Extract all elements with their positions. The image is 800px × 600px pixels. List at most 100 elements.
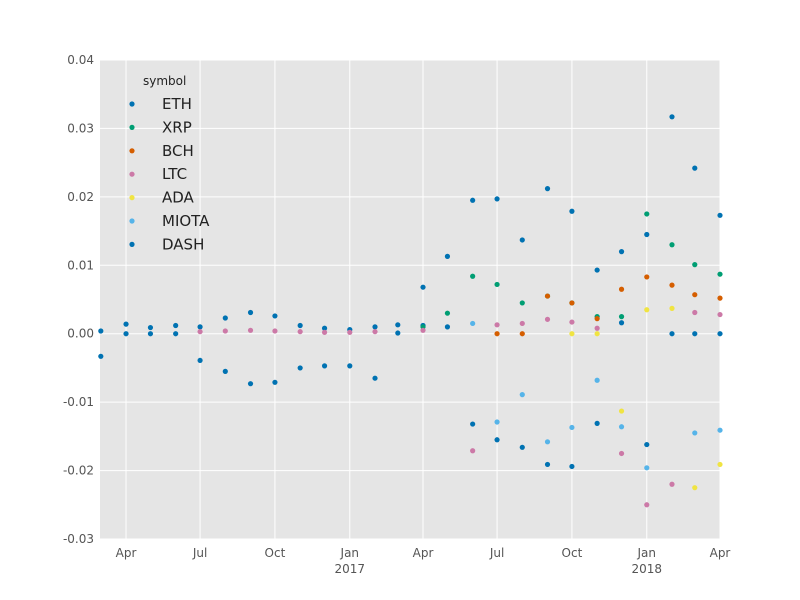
point-dash [569, 463, 575, 470]
plot-background [100, 60, 720, 539]
point-miota [494, 419, 500, 425]
legend-title: symbol [143, 74, 186, 88]
data-points [98, 114, 723, 508]
point-miota [470, 320, 476, 327]
point-ltc [321, 329, 328, 335]
point-eth [173, 322, 179, 329]
point-miota [644, 465, 650, 471]
point-dash [544, 461, 551, 468]
x-tick-label: Apr [116, 546, 137, 560]
legend-marker-dash [129, 241, 135, 247]
point-xrp [644, 211, 650, 217]
point-dash [247, 381, 254, 387]
y-axis-ticks: 0.04 0.03 0.02 0.01 0.00 -0.01 -0.02 -0.03 [63, 53, 94, 546]
point-dash [594, 420, 600, 426]
point-xrp [494, 281, 500, 288]
point-eth [644, 231, 650, 238]
point-xrp [717, 271, 723, 277]
y-tick-label: 0.00 [67, 327, 94, 341]
point-dash [519, 444, 525, 450]
point-dash [420, 284, 426, 290]
point-dash [669, 331, 675, 337]
point-ltc [669, 481, 675, 487]
legend-marker-miota [129, 218, 135, 224]
y-tick-label: 0.04 [67, 53, 94, 67]
x-axis-ticks: Apr Jul Oct Jan 2017 Apr Jul Oct Jan 2018 Apr [116, 546, 731, 576]
point-eth [669, 114, 675, 120]
point-bch [519, 331, 525, 337]
point-bch [544, 293, 551, 299]
point-dash [222, 368, 228, 374]
point-eth [222, 315, 228, 321]
point-dash [321, 363, 328, 369]
point-ltc [544, 316, 551, 322]
point-dash [494, 437, 500, 443]
y-tick-label: 0.01 [67, 258, 94, 272]
point-ltc [297, 329, 303, 335]
x-tick-label: Jan [637, 546, 657, 560]
point-ltc [247, 327, 254, 333]
x-tick-year-label: 2018 [631, 562, 662, 576]
point-eth [519, 237, 525, 243]
legend-marker-eth [129, 101, 135, 107]
point-eth [692, 165, 698, 171]
point-bch [692, 292, 698, 298]
point-dash [618, 320, 625, 326]
point-bch [594, 316, 600, 322]
legend: symbol ETH XRP BCH LTC ADA MIOTA DASH [129, 74, 210, 253]
point-bch [494, 331, 500, 337]
legend-label-ada: ADA [162, 189, 195, 207]
point-miota [519, 392, 525, 398]
point-ltc [717, 311, 723, 318]
point-xrp [669, 242, 675, 248]
point-eth [123, 321, 129, 327]
point-eth [247, 309, 254, 316]
x-tick-label: Jul [192, 546, 207, 560]
legend-label-dash: DASH [162, 235, 204, 253]
legend-label-eth: ETH [162, 95, 192, 113]
point-xrp [692, 262, 698, 268]
point-bch [644, 274, 650, 280]
point-xrp [618, 314, 625, 320]
legend-marker-ada [129, 195, 135, 201]
point-ltc [470, 448, 476, 454]
y-tick-label: 0.03 [67, 121, 94, 135]
point-eth [372, 324, 378, 330]
point-eth [494, 196, 500, 202]
point-eth [569, 208, 575, 214]
point-eth [98, 328, 104, 334]
point-dash [692, 331, 698, 337]
point-dash [147, 331, 154, 337]
point-ada [618, 408, 625, 414]
point-dash [717, 331, 723, 337]
x-tick-year-label: 2017 [335, 562, 366, 576]
y-tick-label: -0.02 [63, 464, 94, 478]
point-eth [197, 324, 203, 330]
point-eth [717, 212, 723, 218]
point-dash [197, 357, 203, 364]
x-tick-label: Oct [562, 546, 583, 560]
legend-marker-bch [129, 148, 135, 154]
legend-label-xrp: XRP [162, 118, 192, 136]
point-ltc [594, 325, 600, 331]
point-dash [372, 375, 378, 381]
x-tick-label: Jul [489, 546, 504, 560]
point-dash [173, 331, 179, 337]
x-tick-label: Oct [265, 546, 286, 560]
point-ada [692, 485, 698, 491]
point-ltc [618, 450, 625, 457]
legend-marker-xrp [129, 124, 135, 130]
point-ltc [494, 322, 500, 328]
point-ltc [569, 319, 575, 325]
legend-marker-ltc [129, 171, 135, 177]
point-dash [272, 379, 278, 385]
point-miota [544, 439, 551, 445]
point-ltc [692, 309, 698, 316]
point-ltc [644, 502, 650, 508]
point-eth [618, 249, 625, 255]
y-tick-label: -0.03 [63, 532, 94, 546]
point-eth [147, 324, 154, 331]
y-tick-label: -0.01 [63, 395, 94, 409]
point-bch [717, 295, 723, 301]
